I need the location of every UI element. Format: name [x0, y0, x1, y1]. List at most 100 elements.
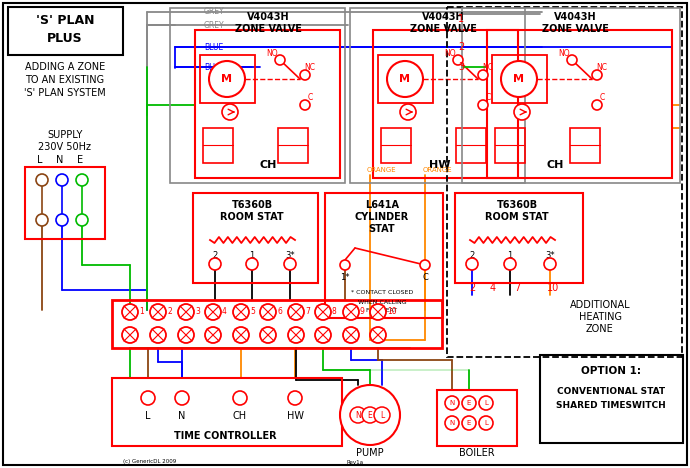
Text: SUPPLY: SUPPLY [48, 130, 83, 140]
Circle shape [387, 61, 423, 97]
Text: CH: CH [259, 160, 277, 170]
Text: C: C [422, 273, 428, 283]
Text: ZONE VALVE: ZONE VALVE [542, 24, 609, 34]
Circle shape [150, 304, 166, 320]
Circle shape [420, 260, 430, 270]
Text: L: L [37, 155, 43, 165]
Text: 2: 2 [469, 250, 475, 259]
Text: (c) GenericDL 2009: (c) GenericDL 2009 [124, 460, 177, 465]
Text: HEATING: HEATING [578, 312, 622, 322]
Text: ADDITIONAL: ADDITIONAL [570, 300, 630, 310]
Text: 2: 2 [213, 250, 217, 259]
Text: N: N [449, 420, 455, 426]
Text: 3: 3 [195, 307, 200, 316]
Text: 5: 5 [250, 307, 255, 316]
Circle shape [246, 258, 258, 270]
Text: E: E [467, 420, 471, 426]
Circle shape [478, 100, 488, 110]
Circle shape [122, 327, 138, 343]
Circle shape [288, 391, 302, 405]
Text: ZONE: ZONE [586, 324, 614, 334]
Text: NC: NC [482, 63, 493, 72]
Text: NO: NO [444, 49, 456, 58]
Circle shape [544, 258, 556, 270]
Circle shape [374, 407, 390, 423]
Bar [25, 167, 105, 239]
Text: T6360B: T6360B [231, 200, 273, 210]
Text: 4: 4 [490, 283, 496, 293]
Text: BLUE: BLUE [204, 43, 224, 51]
Text: CH: CH [546, 160, 564, 170]
Text: 2: 2 [469, 283, 475, 293]
Circle shape [478, 70, 488, 80]
Text: 8: 8 [332, 307, 337, 316]
Text: PLUS: PLUS [47, 32, 83, 45]
Circle shape [370, 304, 386, 320]
Text: PUMP: PUMP [356, 448, 384, 458]
Text: 7: 7 [514, 283, 520, 293]
Text: 4: 4 [222, 307, 227, 316]
Text: 2: 2 [167, 307, 172, 316]
Bar [456, 128, 486, 163]
Circle shape [315, 304, 331, 320]
Text: ZONE VALVE: ZONE VALVE [235, 24, 302, 34]
Text: 1: 1 [139, 307, 144, 316]
Text: HW: HW [429, 160, 451, 170]
Bar [378, 55, 433, 103]
Circle shape [76, 174, 88, 186]
Bar [193, 193, 318, 283]
Bar [203, 128, 233, 163]
Text: C: C [485, 93, 491, 102]
Text: NC: NC [304, 63, 315, 72]
Text: 230V 50Hz: 230V 50Hz [39, 142, 92, 152]
Circle shape [300, 100, 310, 110]
Text: FOR HEAT: FOR HEAT [366, 308, 397, 314]
Text: OPTION 1:: OPTION 1: [581, 366, 641, 376]
Bar [278, 128, 308, 163]
Circle shape [222, 104, 238, 120]
Circle shape [466, 258, 478, 270]
Bar [437, 390, 517, 446]
Text: 'S' PLAN: 'S' PLAN [36, 15, 95, 28]
Circle shape [233, 304, 249, 320]
Text: N: N [178, 411, 186, 421]
Bar [325, 193, 443, 318]
Bar [195, 30, 340, 178]
Circle shape [479, 416, 493, 430]
Text: N: N [449, 400, 455, 406]
Bar [8, 7, 123, 55]
Circle shape [260, 304, 276, 320]
Bar [381, 128, 411, 163]
Text: L: L [484, 400, 488, 406]
Circle shape [260, 327, 276, 343]
Circle shape [340, 385, 400, 445]
Circle shape [178, 304, 194, 320]
Circle shape [205, 304, 221, 320]
Text: M: M [400, 74, 411, 84]
Circle shape [56, 174, 68, 186]
Text: ADDING A ZONE: ADDING A ZONE [25, 62, 105, 72]
Circle shape [567, 55, 577, 65]
Bar [492, 55, 547, 103]
Circle shape [233, 391, 247, 405]
Text: L: L [484, 420, 488, 426]
Circle shape [56, 214, 68, 226]
Circle shape [209, 258, 221, 270]
Circle shape [445, 416, 459, 430]
Circle shape [462, 416, 476, 430]
Text: CH: CH [233, 411, 247, 421]
Text: 1: 1 [458, 14, 464, 24]
Text: N: N [57, 155, 63, 165]
Text: ZONE VALVE: ZONE VALVE [410, 24, 476, 34]
Circle shape [362, 407, 378, 423]
Circle shape [592, 70, 602, 80]
Text: BLUE: BLUE [204, 63, 224, 72]
Text: GREY: GREY [204, 21, 225, 29]
Text: N: N [355, 410, 361, 419]
Circle shape [445, 396, 459, 410]
Circle shape [462, 396, 476, 410]
Text: V4043H: V4043H [422, 12, 464, 22]
Text: V4043H: V4043H [247, 12, 289, 22]
Bar [350, 8, 525, 183]
Text: STAT: STAT [368, 224, 395, 234]
